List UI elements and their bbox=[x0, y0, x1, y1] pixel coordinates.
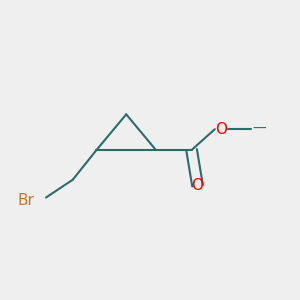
Text: O: O bbox=[215, 122, 227, 137]
Text: Br: Br bbox=[17, 193, 34, 208]
Text: —: — bbox=[253, 122, 266, 136]
Text: O: O bbox=[192, 178, 204, 193]
